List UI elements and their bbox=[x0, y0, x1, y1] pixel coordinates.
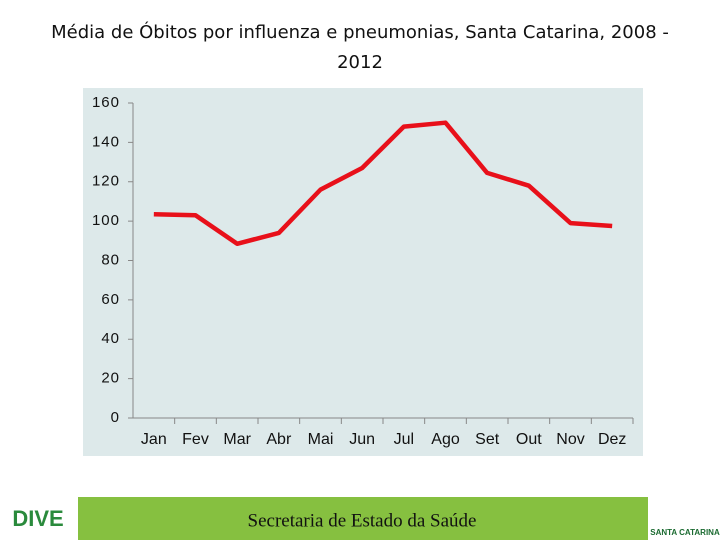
footer-band bbox=[78, 497, 648, 540]
x-tick-label: Jun bbox=[349, 431, 375, 448]
x-tick-label: Jul bbox=[394, 431, 414, 448]
x-tick-label: Mai bbox=[308, 431, 334, 448]
y-tick-label: 140 bbox=[92, 133, 120, 150]
y-tick-label: 60 bbox=[101, 291, 120, 308]
y-tick-label: 40 bbox=[101, 330, 120, 347]
footer-text: Secretaria de Estado da Saúde bbox=[248, 510, 477, 531]
chart-background bbox=[83, 88, 643, 456]
left-logo-box bbox=[2, 497, 74, 540]
left-logo: DIVE bbox=[12, 506, 63, 531]
chart-title: Média de Óbitos por influenza e pneumoni… bbox=[51, 22, 669, 73]
y-tick-label: 80 bbox=[101, 251, 120, 268]
x-tick-label: Set bbox=[475, 431, 500, 448]
x-tick-label: Jan bbox=[141, 431, 167, 448]
x-tick-label: Ago bbox=[431, 431, 460, 448]
y-tick-label: 120 bbox=[92, 173, 120, 190]
x-tick-label: Mar bbox=[223, 431, 251, 448]
x-tick-label: Dez bbox=[598, 431, 626, 448]
x-tick-label: Abr bbox=[266, 431, 292, 448]
y-tick-label: 20 bbox=[101, 370, 120, 387]
y-tick-label: 160 bbox=[92, 94, 120, 111]
right-logo-box bbox=[652, 497, 718, 540]
y-tick-label: 0 bbox=[111, 409, 120, 426]
series-line bbox=[153, 120, 613, 247]
x-tick-label: Nov bbox=[556, 431, 584, 448]
x-tick-label: Fev bbox=[182, 431, 209, 448]
x-tick-label: Out bbox=[516, 431, 542, 448]
y-tick-label: 100 bbox=[92, 212, 120, 229]
right-logo: SANTA CATARINA bbox=[650, 528, 720, 537]
